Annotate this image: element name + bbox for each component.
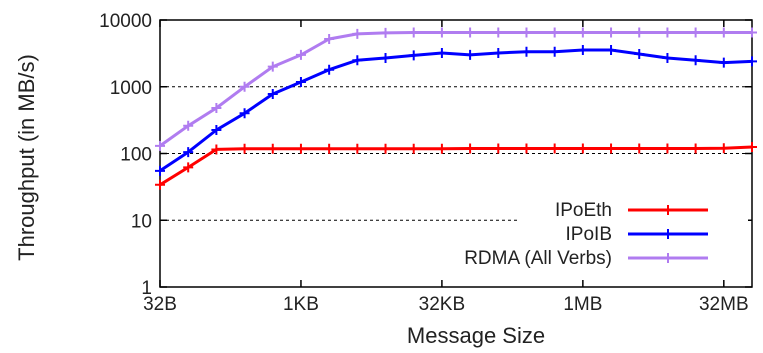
data-point xyxy=(465,49,476,60)
data-point xyxy=(690,143,701,154)
data-point xyxy=(183,147,194,158)
data-point xyxy=(211,103,222,114)
data-point xyxy=(718,27,729,38)
data-point xyxy=(352,28,363,39)
legend-swatch-marker xyxy=(663,229,673,239)
data-point xyxy=(465,143,476,154)
data-point xyxy=(662,52,673,63)
series-ipoib xyxy=(155,45,757,176)
data-point xyxy=(606,27,617,38)
data-point xyxy=(436,27,447,38)
data-point xyxy=(690,55,701,66)
data-point xyxy=(380,143,391,154)
data-point xyxy=(183,120,194,131)
data-point xyxy=(155,179,165,190)
data-point xyxy=(634,27,645,38)
data-point xyxy=(436,48,447,59)
y-tick-label: 1000 xyxy=(110,78,152,99)
data-point xyxy=(239,81,250,92)
series-rdma-all-verbs xyxy=(155,27,757,151)
data-point xyxy=(324,33,335,44)
legend-label: RDMA (All Verbs) xyxy=(464,248,612,269)
axis-ticks: 1 10 100 1000 10000 32B 1KB 32KB 1MB 32MB xyxy=(99,11,752,315)
data-point xyxy=(662,143,673,154)
data-point xyxy=(295,76,306,87)
data-point xyxy=(747,27,757,38)
data-point xyxy=(634,48,645,59)
x-tick-label: 1MB xyxy=(563,294,602,315)
data-point xyxy=(606,45,617,56)
data-point xyxy=(549,27,560,38)
data-point xyxy=(521,46,532,57)
data-point xyxy=(577,27,588,38)
y-tick-label: 1 xyxy=(141,278,152,299)
data-point xyxy=(352,143,363,154)
x-tick-label: 32B xyxy=(143,294,177,315)
x-tick-label: 1KB xyxy=(283,294,319,315)
series-line xyxy=(159,31,752,148)
x-tick-label: 32MB xyxy=(699,294,749,315)
y-tick-label: 100 xyxy=(120,145,152,166)
series-layer xyxy=(155,27,757,190)
data-point xyxy=(155,165,165,176)
data-point xyxy=(211,124,222,135)
data-point xyxy=(493,27,504,38)
data-point xyxy=(267,61,278,72)
y-axis-title: Throughput (in MB/s) xyxy=(14,54,39,261)
data-point xyxy=(239,143,250,154)
data-point xyxy=(324,64,335,75)
data-point xyxy=(493,48,504,59)
y-tick-label: 10000 xyxy=(99,11,152,32)
data-point xyxy=(662,27,673,38)
legend-swatch-marker xyxy=(663,253,673,263)
legend: IPoEth IPoIB RDMA (All Verbs) xyxy=(464,197,748,269)
data-point xyxy=(577,45,588,56)
data-point xyxy=(267,143,278,154)
data-point xyxy=(747,56,757,67)
data-point xyxy=(295,143,306,154)
data-point xyxy=(324,143,335,154)
data-point xyxy=(718,57,729,68)
legend-label: IPoIB xyxy=(566,224,612,245)
data-point xyxy=(465,27,476,38)
data-point xyxy=(747,142,757,153)
legend-swatch-marker xyxy=(663,205,673,215)
data-point xyxy=(408,27,419,38)
data-point xyxy=(577,143,588,154)
data-point xyxy=(634,143,645,154)
data-point xyxy=(718,143,729,154)
data-point xyxy=(183,162,194,173)
series-line xyxy=(159,48,753,173)
data-point xyxy=(211,144,222,155)
series-line xyxy=(159,145,753,187)
data-point xyxy=(521,143,532,154)
data-point xyxy=(521,27,532,38)
x-axis-title: Message Size xyxy=(407,323,545,348)
data-point xyxy=(155,140,165,151)
data-point xyxy=(295,49,306,60)
series-ipoeth xyxy=(155,142,757,190)
data-point xyxy=(549,143,560,154)
data-point xyxy=(436,143,447,154)
legend-label: IPoEth xyxy=(555,200,612,221)
data-point xyxy=(690,27,701,38)
data-point xyxy=(239,108,250,119)
data-point xyxy=(380,27,391,38)
data-point xyxy=(549,46,560,57)
data-point xyxy=(408,143,419,154)
data-point xyxy=(493,143,504,154)
y-tick-label: 10 xyxy=(131,211,152,232)
data-point xyxy=(408,50,419,61)
data-point xyxy=(380,52,391,63)
data-point xyxy=(352,55,363,66)
data-point xyxy=(267,88,278,99)
x-tick-label: 32KB xyxy=(419,294,465,315)
data-point xyxy=(606,143,617,154)
